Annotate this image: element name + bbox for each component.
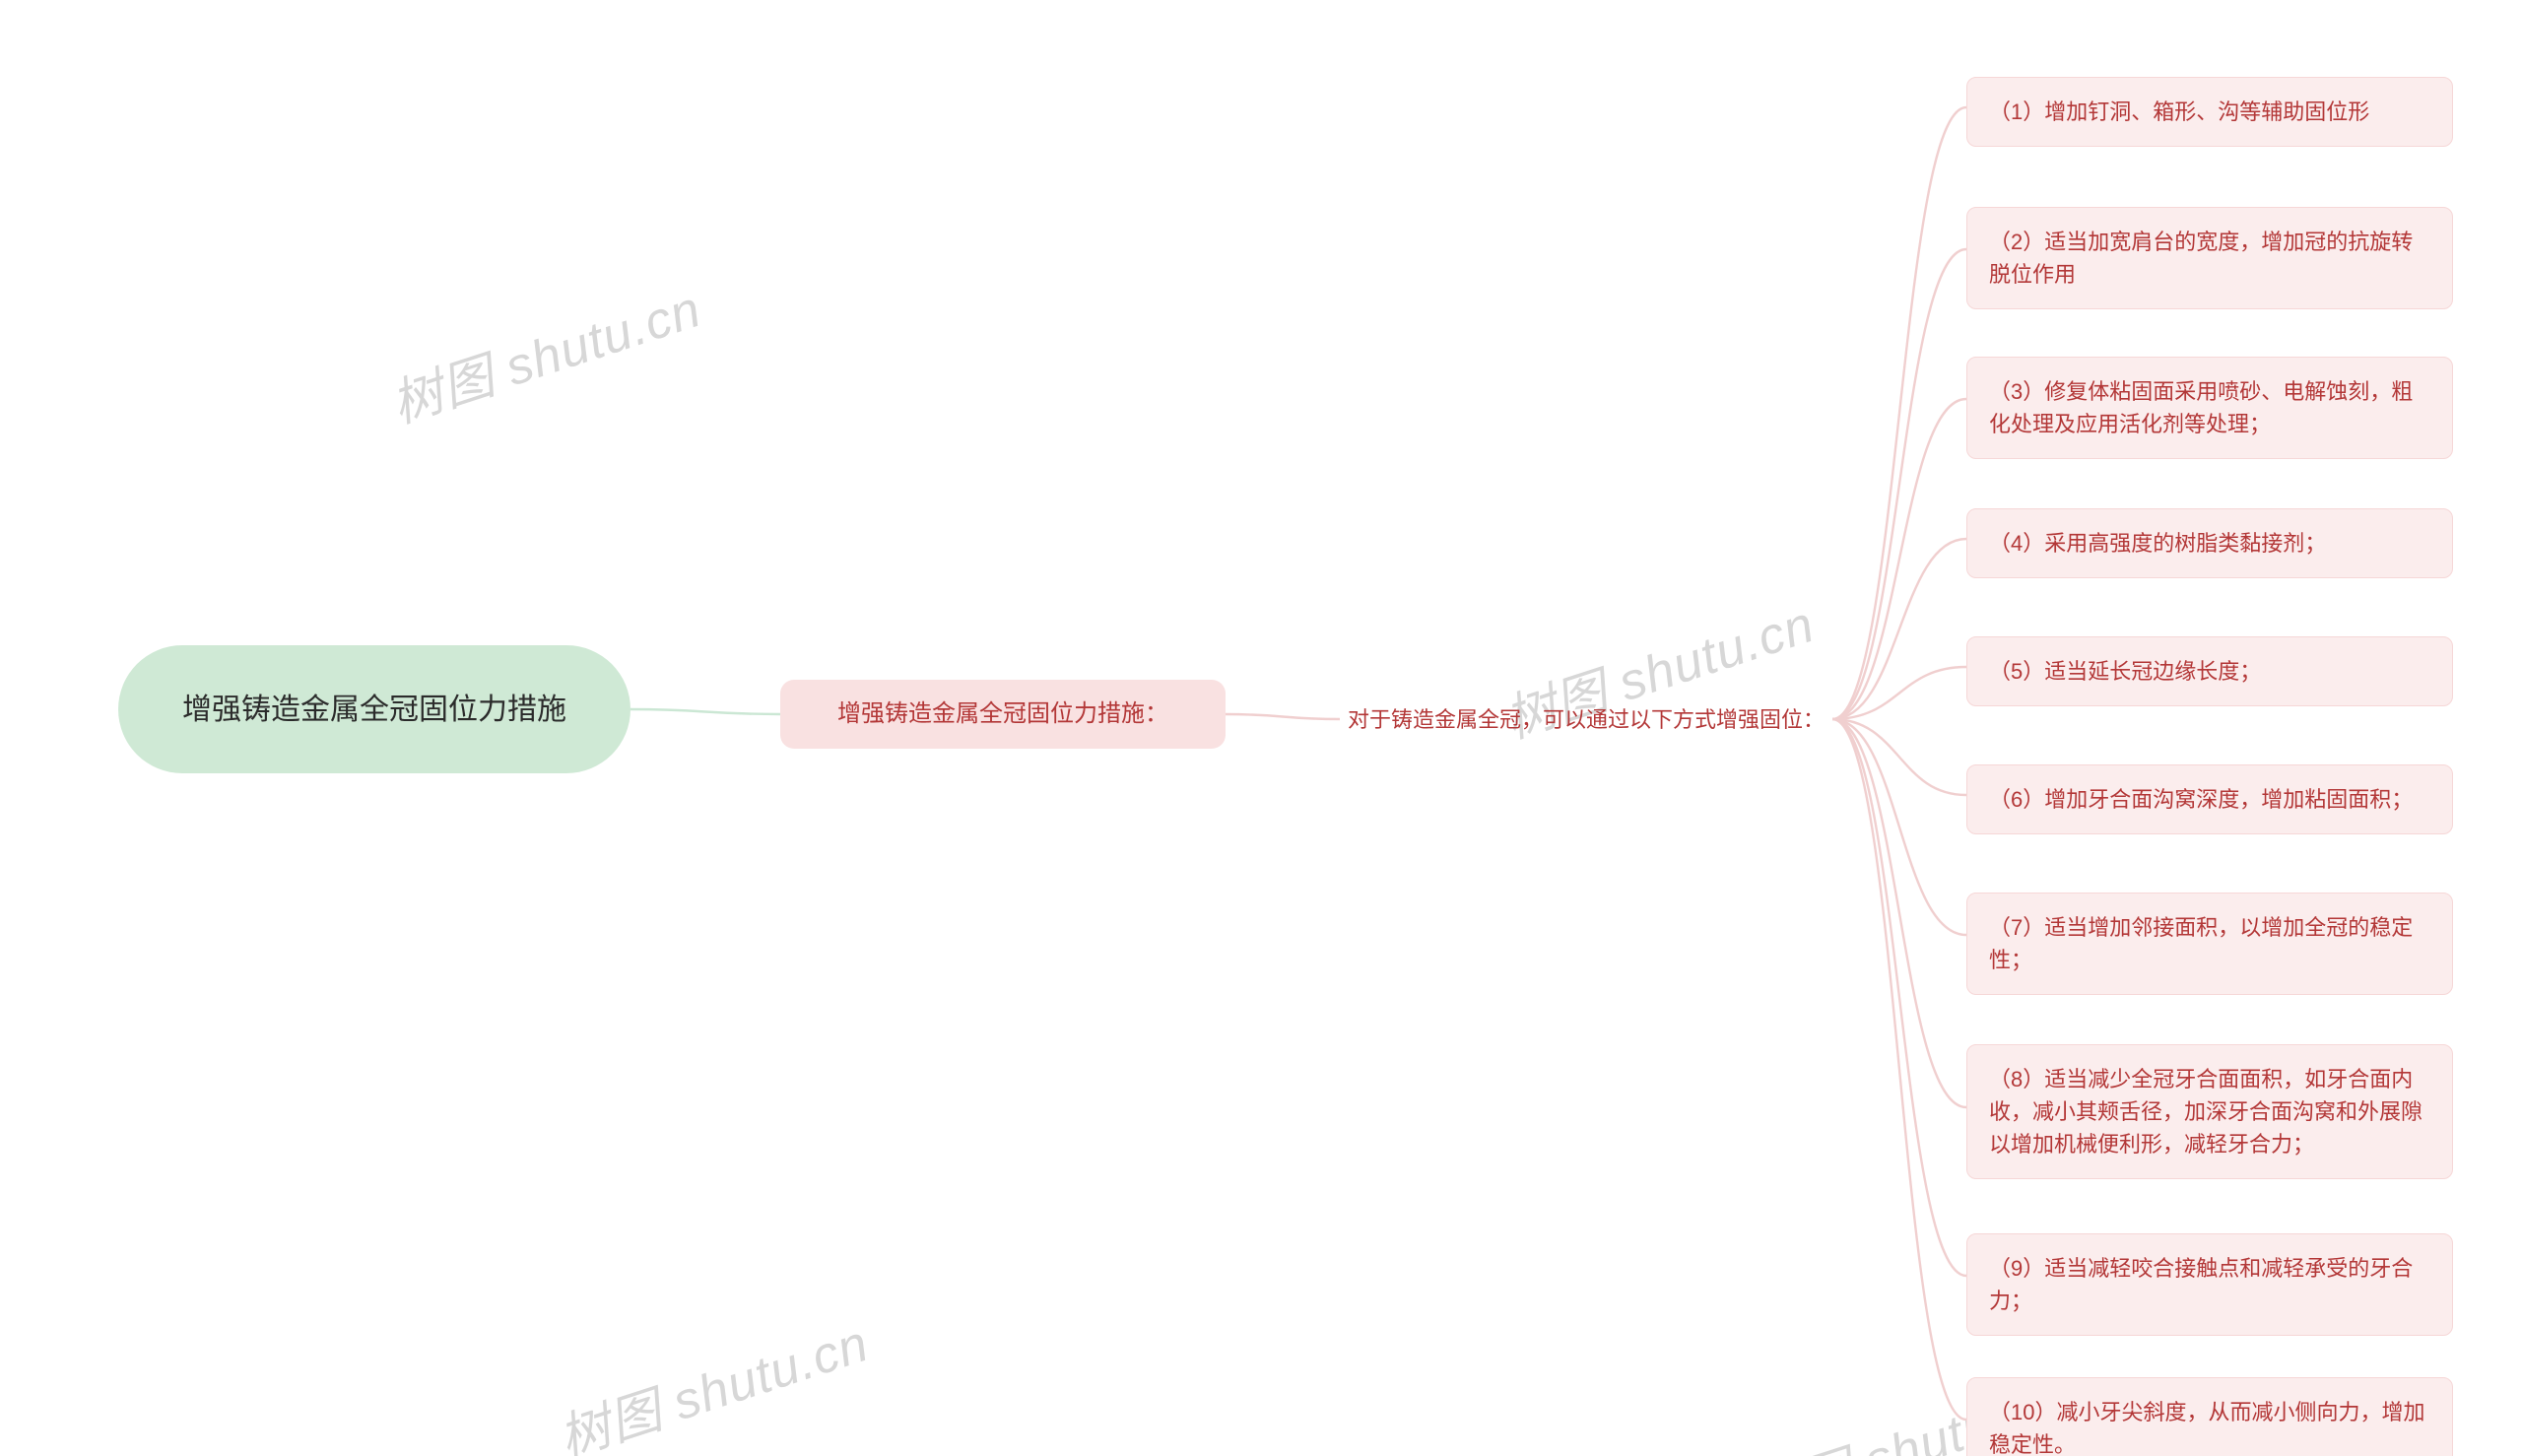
leaf-node[interactable]: （6）增加牙合面沟窝深度，增加粘固面积； [1966, 764, 2453, 834]
leaf-node[interactable]: （8）适当减少全冠牙合面面积，如牙合面内收，减小其颊舌径，加深牙合面沟窝和外展隙… [1966, 1044, 2453, 1179]
mindmap-canvas: 树图 shutu.cn树图 shutu.cn树图 shutu.cn树图 shut… [0, 0, 2522, 1456]
leaf-node-label: （8）适当减少全冠牙合面面积，如牙合面内收，减小其颊舌径，加深牙合面沟窝和外展隙… [1989, 1063, 2430, 1160]
level1-node[interactable]: 增强铸造金属全冠固位力措施： [780, 680, 1226, 749]
level2-node[interactable]: 对于铸造金属全冠，可以通过以下方式增强固位： [1340, 690, 1832, 749]
leaf-node[interactable]: （2）适当加宽肩台的宽度，增加冠的抗旋转脱位作用 [1966, 207, 2453, 309]
level1-node-label: 增强铸造金属全冠固位力措施： [837, 696, 1168, 732]
level2-node-label: 对于铸造金属全冠，可以通过以下方式增强固位： [1348, 703, 1825, 736]
leaf-node-label: （10）减小牙尖斜度，从而减小侧向力，增加稳定性。 [1989, 1396, 2430, 1456]
leaf-node-label: （3）修复体粘固面采用喷砂、电解蚀刻，粗化处理及应用活化剂等处理； [1989, 375, 2430, 440]
leaf-node-label: （5）适当延长冠边缘长度； [1989, 655, 2261, 688]
leaf-node-label: （1）增加钉洞、箱形、沟等辅助固位形 [1989, 96, 2369, 128]
leaf-node[interactable]: （7）适当增加邻接面积，以增加全冠的稳定性； [1966, 893, 2453, 995]
root-node[interactable]: 增强铸造金属全冠固位力措施 [118, 645, 630, 773]
leaf-node[interactable]: （9）适当减轻咬合接触点和减轻承受的牙合力； [1966, 1233, 2453, 1336]
leaf-node[interactable]: （4）采用高强度的树脂类黏接剂； [1966, 508, 2453, 578]
watermark: 树图 shutu.cn [548, 1301, 876, 1456]
leaf-node[interactable]: （3）修复体粘固面采用喷砂、电解蚀刻，粗化处理及应用活化剂等处理； [1966, 357, 2453, 459]
leaf-node[interactable]: （10）减小牙尖斜度，从而减小侧向力，增加稳定性。 [1966, 1377, 2453, 1456]
leaf-node-label: （6）增加牙合面沟窝深度，增加粘固面积； [1989, 783, 2413, 816]
leaf-node-label: （9）适当减轻咬合接触点和减轻承受的牙合力； [1989, 1252, 2430, 1317]
leaf-node-label: （2）适当加宽肩台的宽度，增加冠的抗旋转脱位作用 [1989, 226, 2430, 291]
leaf-node[interactable]: （5）适当延长冠边缘长度； [1966, 636, 2453, 706]
leaf-node-label: （7）适当增加邻接面积，以增加全冠的稳定性； [1989, 911, 2430, 976]
leaf-node[interactable]: （1）增加钉洞、箱形、沟等辅助固位形 [1966, 77, 2453, 147]
watermark: 树图 shutu.cn [380, 267, 708, 436]
leaf-node-label: （4）采用高强度的树脂类黏接剂； [1989, 527, 2326, 560]
root-node-label: 增强铸造金属全冠固位力措施 [182, 688, 566, 732]
